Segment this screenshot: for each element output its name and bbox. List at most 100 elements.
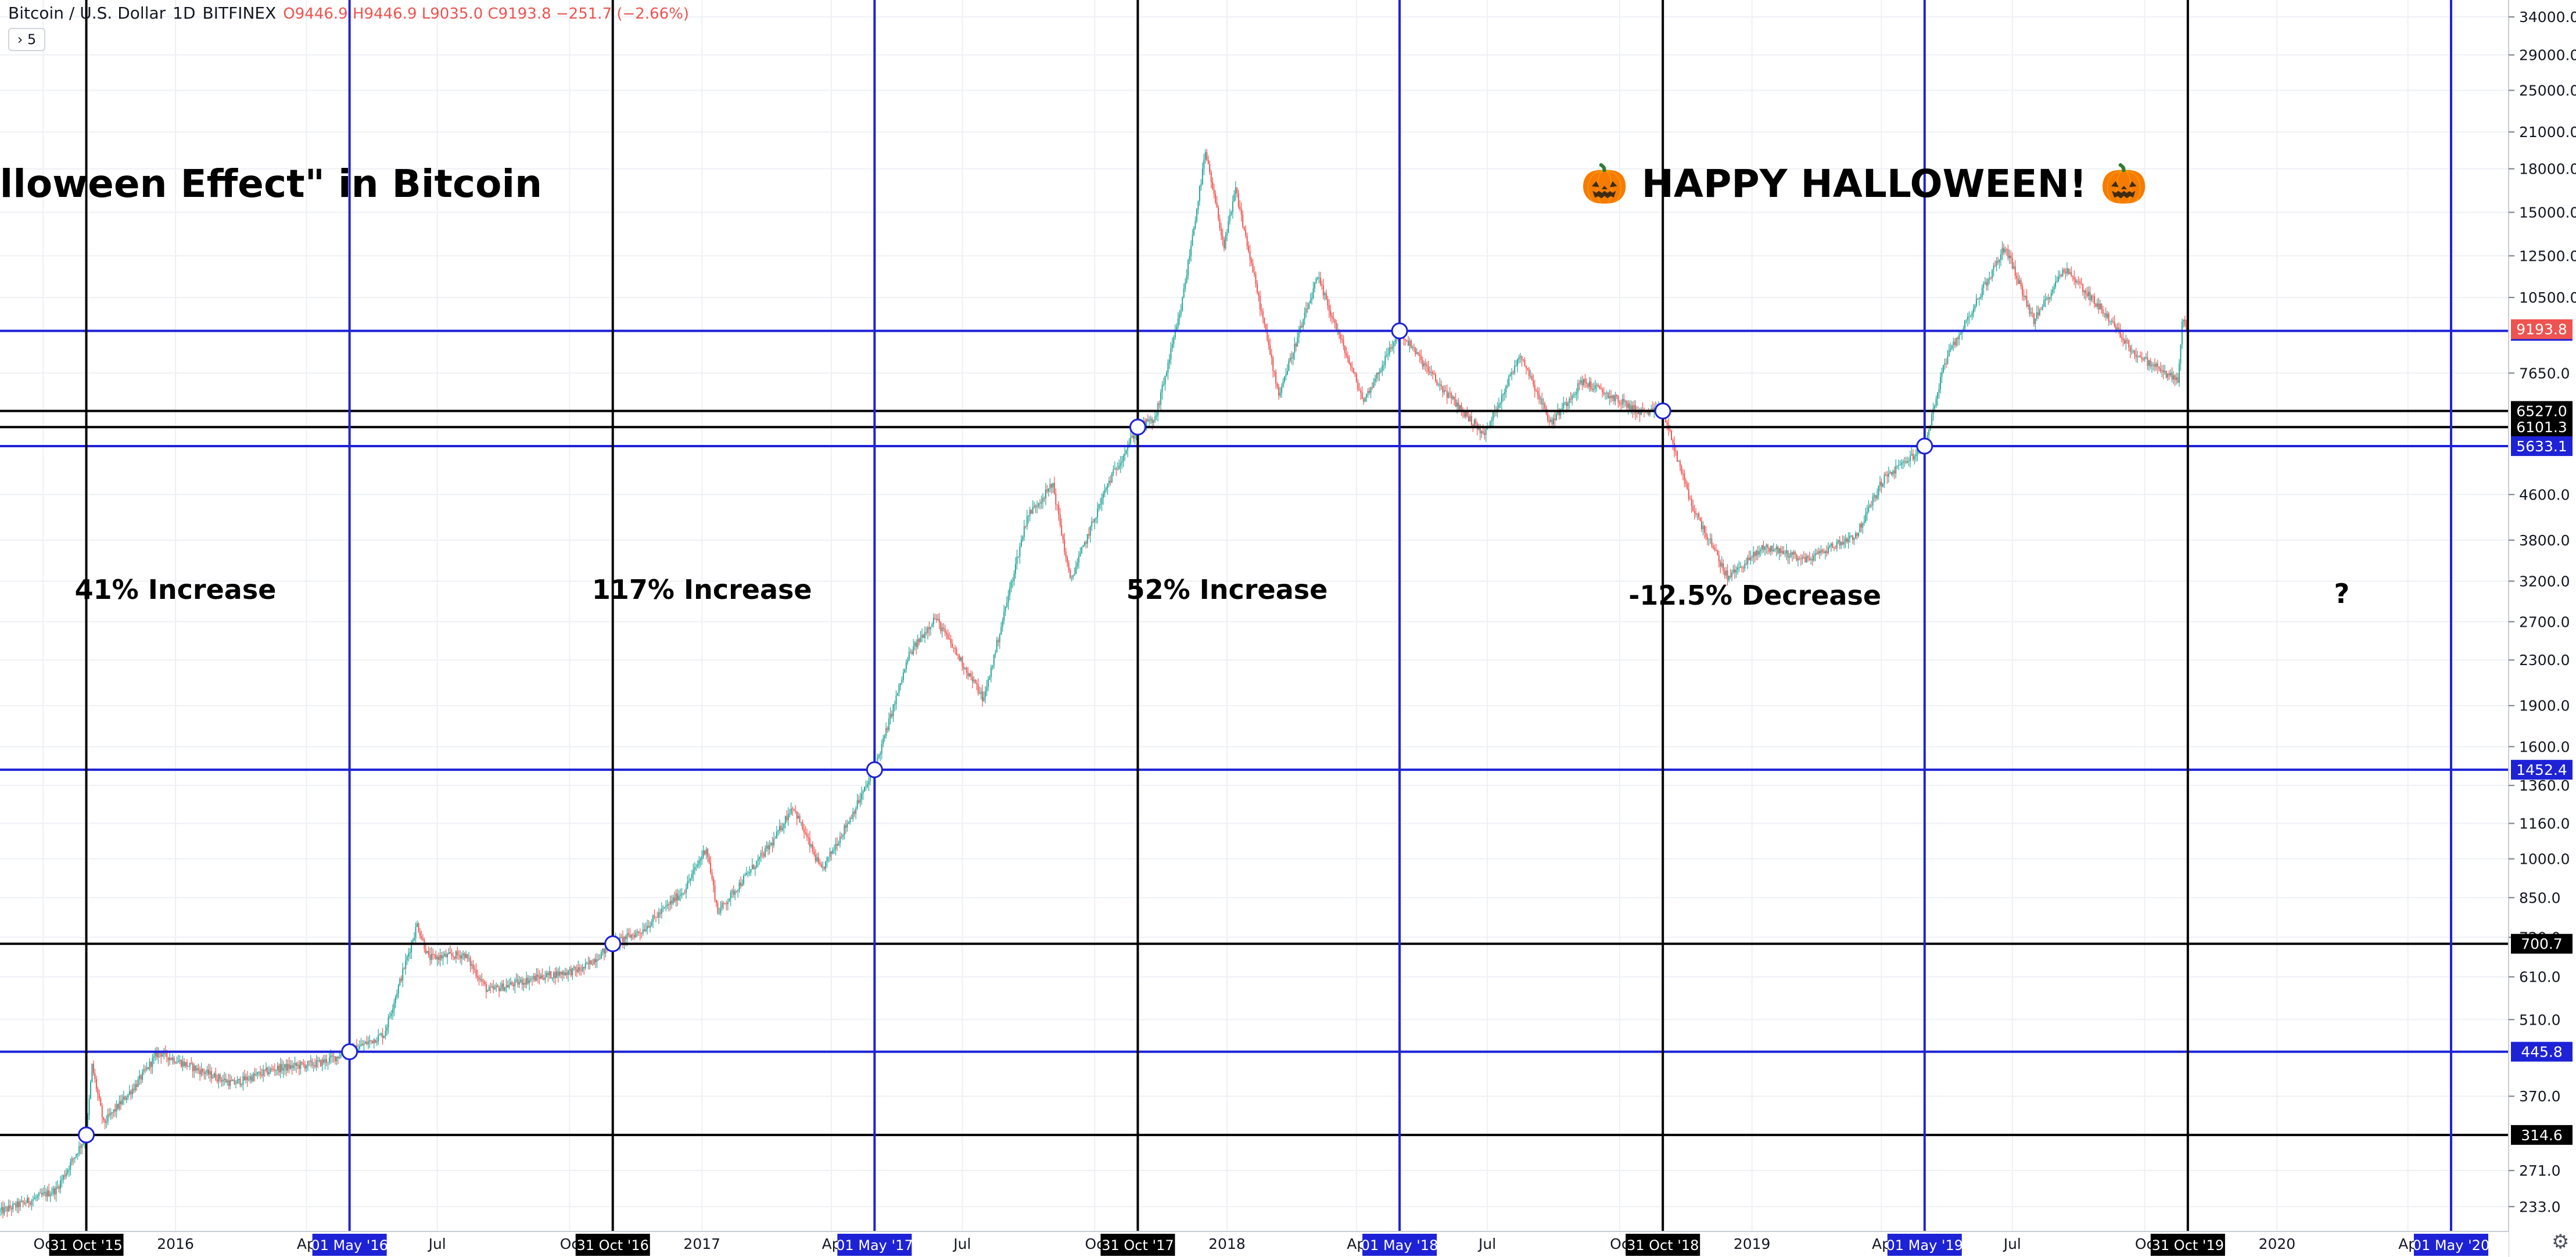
- interval-label[interactable]: 1D: [173, 3, 196, 23]
- candle-body: [1369, 391, 1370, 393]
- candle: [1860, 521, 1862, 533]
- candle-body: [397, 985, 399, 994]
- candle-body: [189, 1062, 191, 1066]
- candle: [1703, 525, 1705, 539]
- candle: [2151, 361, 2152, 373]
- candle-body: [64, 1175, 66, 1177]
- candle: [512, 982, 514, 991]
- candle-body: [1432, 372, 1434, 374]
- candle: [1423, 360, 1425, 370]
- candle-body: [510, 982, 511, 985]
- candle-body: [523, 983, 525, 985]
- candle: [1390, 344, 1392, 353]
- candle: [704, 850, 706, 856]
- candle-body: [770, 842, 772, 845]
- candle: [584, 958, 586, 971]
- candle-body: [967, 672, 969, 677]
- candle: [1938, 383, 1940, 399]
- candle: [1328, 299, 1330, 318]
- candle: [2080, 277, 2082, 286]
- candle-body: [2005, 249, 2007, 250]
- candle-body: [1423, 363, 1425, 367]
- candle-body: [1246, 235, 1248, 246]
- candle-body: [1449, 393, 1451, 394]
- gear-icon[interactable]: ⚙: [2552, 1230, 2570, 1254]
- candle: [228, 1073, 229, 1090]
- candle: [1666, 420, 1668, 431]
- candle-body: [1390, 347, 1392, 349]
- candle: [455, 950, 457, 964]
- time-axis[interactable]: Oc 2016 Ap Jul Oc 2017 Ap Jul Oc 2018 Ap Jul Oc 2019 A…: [0, 1231, 2509, 1257]
- candle-body: [1497, 408, 1498, 411]
- candle-body: [1416, 352, 1418, 354]
- candle: [97, 1086, 99, 1101]
- candle-body: [884, 735, 885, 738]
- candle: [27, 1194, 28, 1204]
- price-tick-label: 7650.0: [2519, 365, 2570, 382]
- candle: [1095, 517, 1097, 524]
- candle: [1312, 281, 1314, 300]
- candle-body: [1797, 558, 1799, 561]
- candle: [1953, 337, 1954, 351]
- price-line-label: 6527.0: [2516, 403, 2567, 420]
- candle: [1997, 257, 1999, 265]
- candle-body: [462, 953, 464, 956]
- candle: [1077, 558, 1078, 570]
- candle-body: [1960, 333, 1961, 335]
- candle: [855, 806, 857, 820]
- candle: [1804, 552, 1806, 563]
- candle-body: [327, 1062, 329, 1063]
- candle-body: [186, 1062, 188, 1067]
- candle-body: [464, 953, 465, 958]
- candle-body: [1672, 440, 1674, 444]
- candle: [2179, 359, 2180, 387]
- candle-body: [563, 972, 565, 975]
- candle: [1420, 349, 1422, 364]
- collapse-indicators-button[interactable]: › 5: [8, 28, 45, 51]
- candle: [364, 1040, 366, 1044]
- candle: [1203, 153, 1205, 175]
- candle: [1569, 396, 1570, 410]
- candle-body: [1576, 392, 1577, 395]
- candle: [1254, 266, 1255, 277]
- candle: [2099, 299, 2101, 310]
- candle: [952, 639, 953, 649]
- candle: [595, 954, 597, 968]
- candle-body: [1958, 335, 1960, 339]
- candle-body: [1010, 581, 1012, 588]
- candle-body: [2022, 286, 2024, 296]
- candle: [777, 829, 779, 836]
- candle: [106, 1115, 107, 1128]
- candle-body: [1692, 505, 1694, 511]
- candle-body: [375, 1039, 376, 1043]
- candle: [1766, 543, 1767, 554]
- candle: [188, 1065, 189, 1067]
- symbol-name[interactable]: Bitcoin / U.S. Dollar: [8, 3, 166, 23]
- horizontal-lines[interactable]: [0, 329, 2509, 1136]
- candle-body: [1974, 306, 1976, 309]
- candle-body: [2167, 373, 2169, 378]
- candle: [49, 1191, 51, 1202]
- candle: [24, 1197, 26, 1206]
- candle: [1633, 400, 1635, 415]
- vertical-lines[interactable]: [85, 0, 2452, 1231]
- candle-body: [1986, 282, 1987, 286]
- candle-body: [1147, 419, 1149, 422]
- candle-body: [572, 968, 573, 976]
- candle-body: [1228, 221, 1229, 233]
- candle-body: [157, 1050, 159, 1058]
- candle-body: [1124, 454, 1126, 456]
- candle: [145, 1065, 146, 1073]
- candle-body: [1484, 433, 1486, 435]
- candle: [249, 1073, 251, 1084]
- candle-body: [839, 836, 841, 843]
- candle: [221, 1076, 223, 1087]
- candle: [694, 862, 695, 875]
- price-axis[interactable]: 233.0271.0370.0510.0610.0720.0850.01000.…: [2508, 0, 2576, 1257]
- candle-body: [400, 978, 402, 981]
- candle-body: [415, 926, 417, 938]
- candle: [418, 922, 419, 933]
- candle: [1262, 308, 1264, 324]
